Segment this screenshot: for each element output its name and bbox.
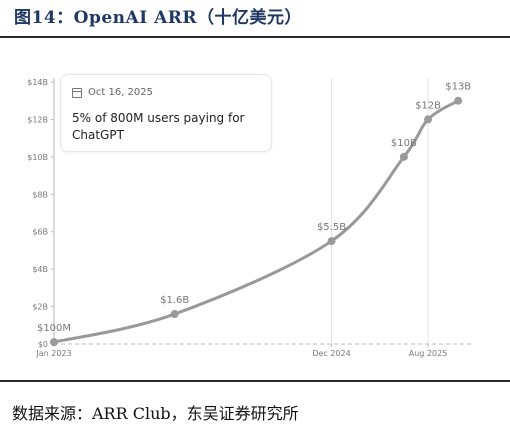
figure-title: 图14：OpenAI ARR（十亿美元）	[14, 8, 303, 28]
axis-layer: $0 $2B $4B $6B $8B $10B $12B $14B Jan 2023 Dec 20…	[27, 78, 472, 358]
data-label: $100M	[37, 323, 71, 334]
x-tick-label: Jan 2023	[35, 349, 71, 358]
calendar-icon	[72, 88, 82, 98]
top-rule	[0, 36, 510, 38]
arr-line-chart: $0 $2B $4B $6B $8B $10B $12B $14B Jan 2023 Dec 20…	[27, 78, 472, 358]
y-tick-label: $4B	[32, 265, 48, 274]
data-label: $12B	[415, 100, 441, 111]
y-tick-label: $2B	[32, 303, 48, 312]
source-note: 数据来源：ARR Club，东吴证券研究所	[12, 404, 299, 423]
data-label: $1.6B	[160, 295, 189, 306]
annotation-callout: Oct 16, 2025 5% of 800M users paying for…	[60, 74, 272, 152]
callout-date: Oct 16, 2025	[88, 87, 153, 98]
data-point	[399, 152, 408, 161]
data-point	[327, 237, 336, 246]
bottom-rule	[0, 380, 510, 382]
data-label: $13B	[445, 82, 471, 93]
callout-text: 5% of 800M users paying for ChatGPT	[72, 111, 245, 142]
y-tick-label: $8B	[32, 190, 48, 199]
y-tick-label: $12B	[27, 115, 48, 124]
x-tick-label: Aug 2025	[409, 349, 448, 358]
y-tick-label: $0	[38, 340, 48, 349]
label-layer: $100M $1.6B $5.5B $10B $12B $13B	[37, 82, 471, 334]
y-tick-label: $14B	[27, 78, 48, 87]
point-layer	[50, 96, 463, 347]
y-tick-label: $6B	[32, 228, 48, 237]
data-label: $5.5B	[317, 222, 346, 233]
data-point	[50, 338, 58, 347]
data-point	[424, 115, 433, 124]
y-tick-label: $10B	[27, 153, 48, 162]
x-tick-label: Dec 2024	[312, 349, 350, 358]
data-point	[170, 310, 179, 319]
data-point	[454, 96, 463, 105]
data-label: $10B	[391, 138, 417, 149]
